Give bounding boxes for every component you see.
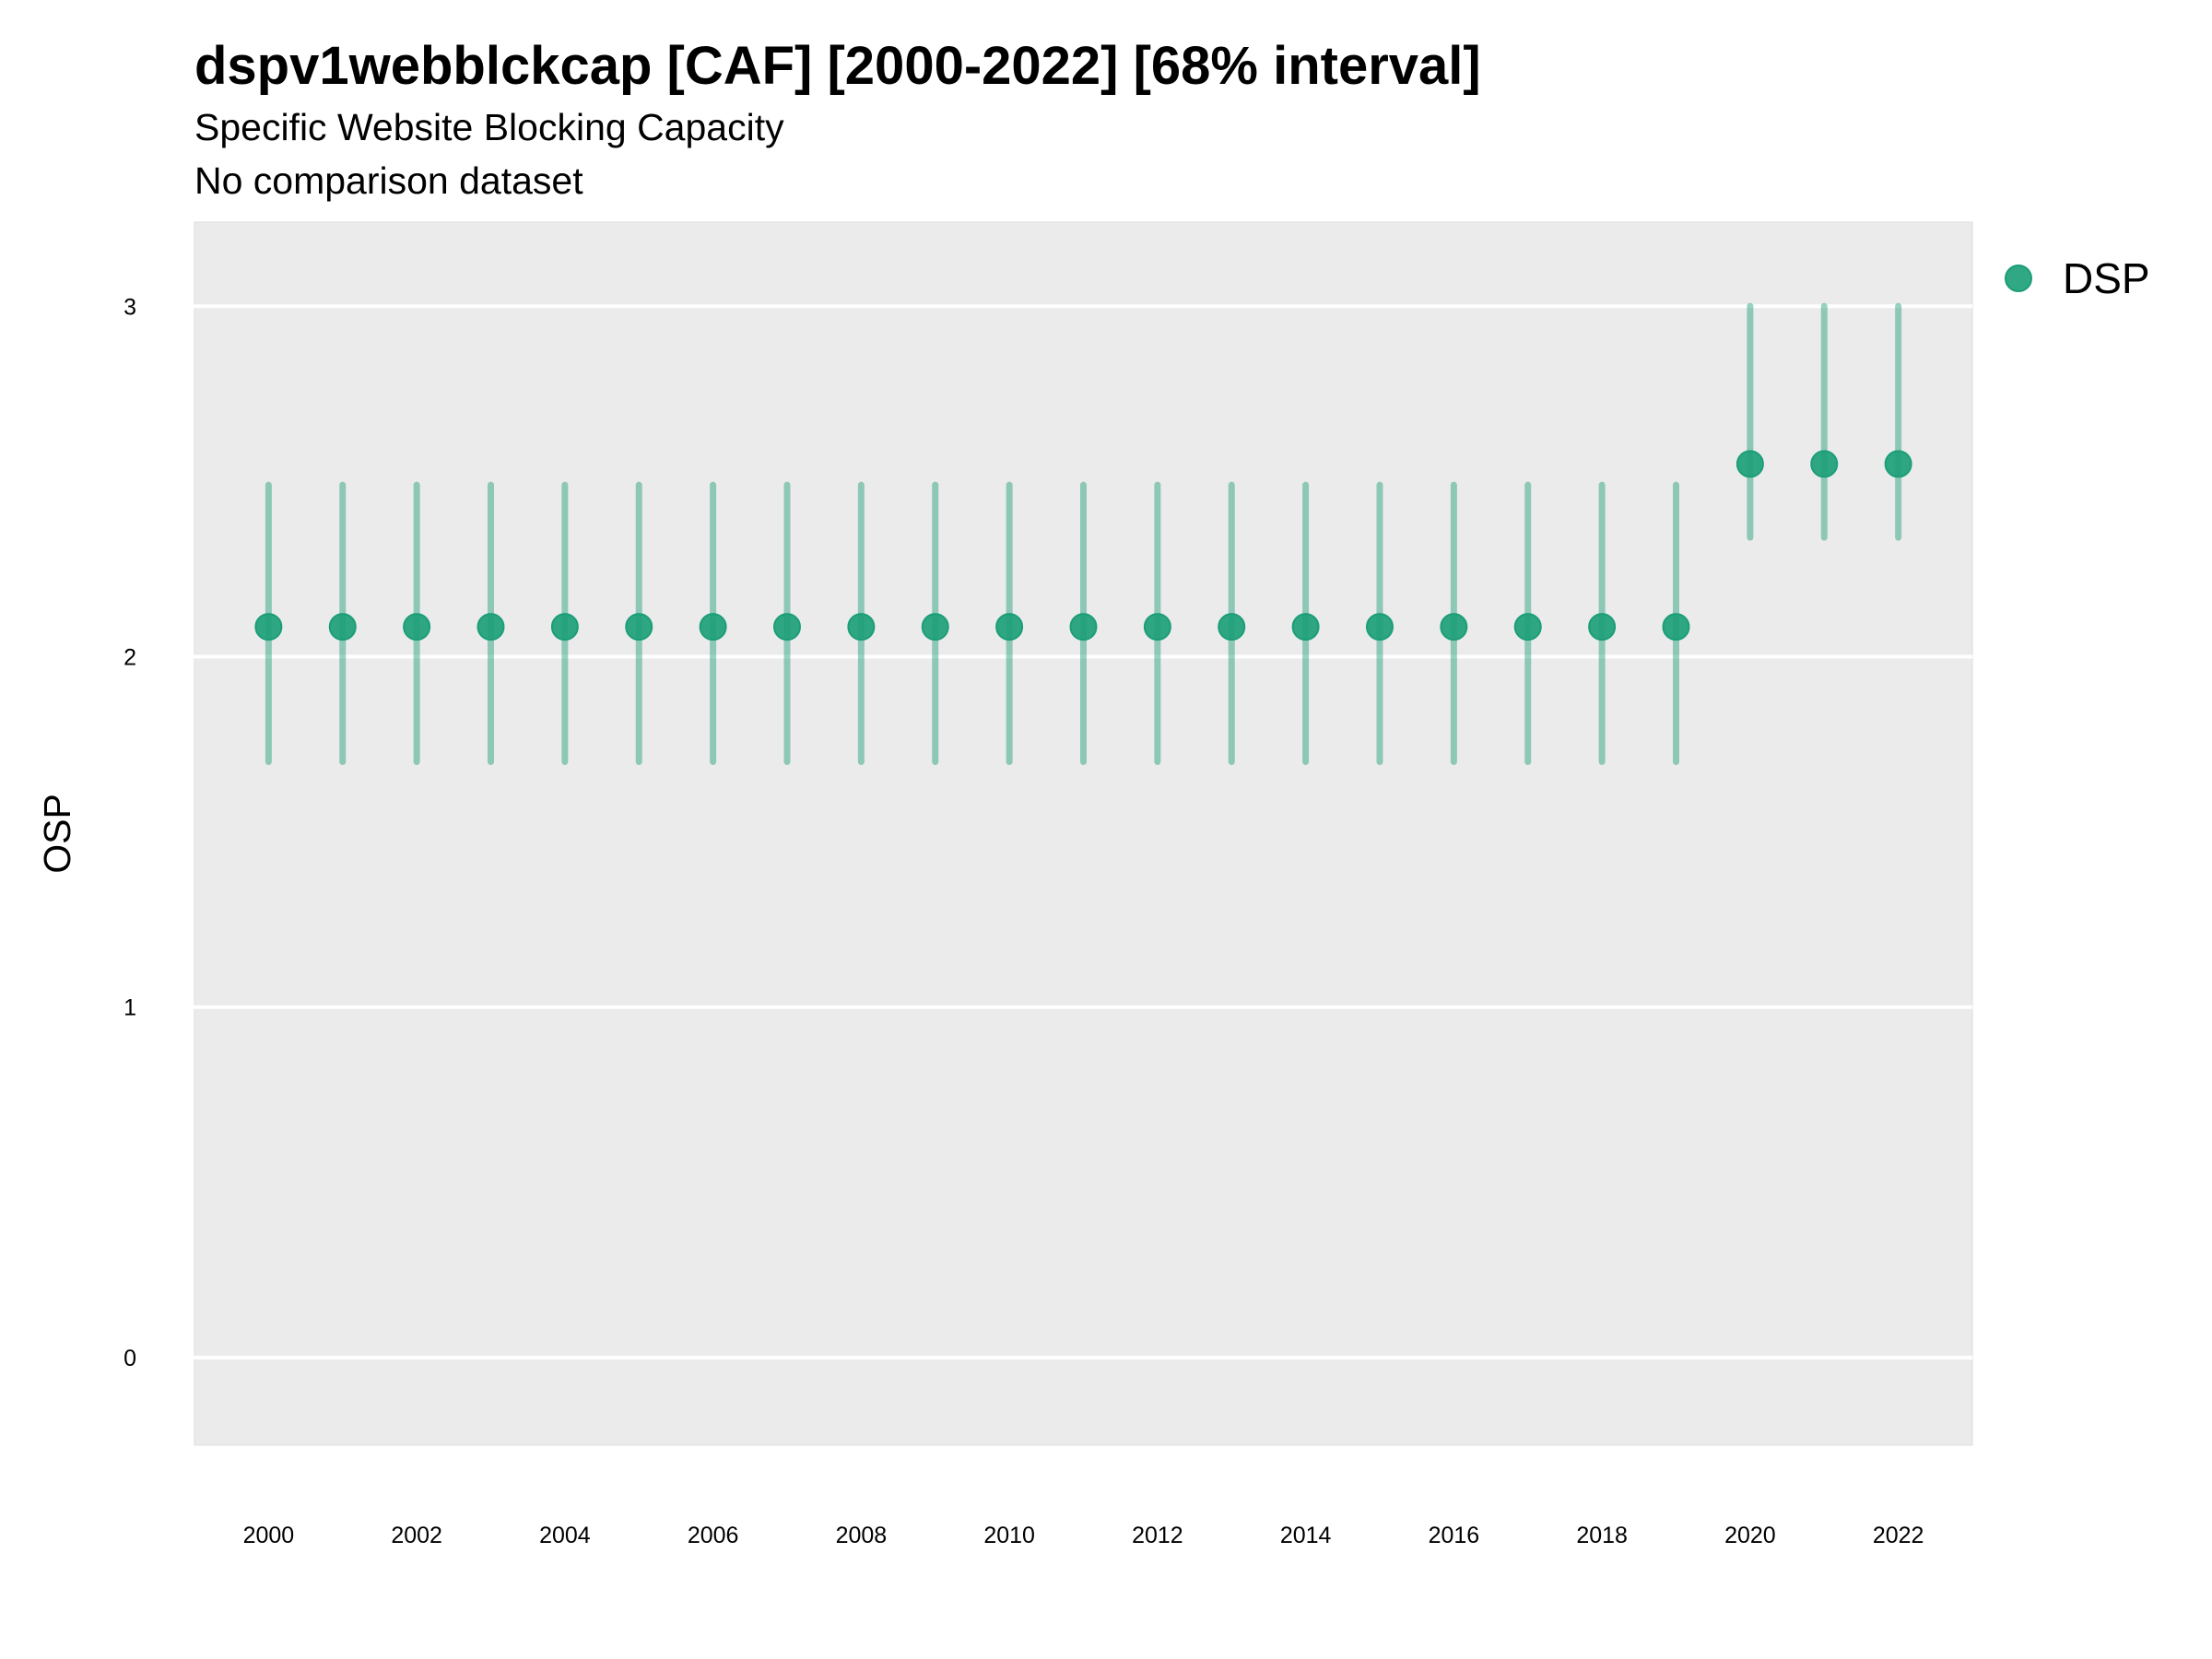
- y-tick-label: 0: [124, 1346, 136, 1371]
- y-tick-label: 2: [124, 644, 136, 670]
- legend-marker: [2005, 265, 2032, 292]
- data-point: [1069, 613, 1098, 641]
- data-point: [1810, 450, 1839, 478]
- x-tick-label: 2012: [1132, 1523, 1183, 1548]
- x-tick-label: 2000: [243, 1523, 295, 1548]
- chart-title: dspv1webblckcap [CAF] [2000-2022] [68% i…: [194, 36, 1481, 96]
- data-point: [1440, 613, 1468, 641]
- x-tick-label: 2010: [983, 1523, 1035, 1548]
- data-point: [403, 613, 431, 641]
- data-point: [1218, 613, 1246, 641]
- y-tick-label: 3: [124, 294, 136, 320]
- x-tick-label: 2022: [1873, 1523, 1924, 1548]
- x-tick-label: 2006: [688, 1523, 739, 1548]
- x-tick-label: 2002: [391, 1523, 442, 1548]
- data-point: [1143, 613, 1171, 641]
- data-point: [1588, 613, 1617, 641]
- data-point: [1366, 613, 1394, 641]
- chart-subtitle: Specific Website Blocking Capacity: [194, 106, 784, 148]
- plot-panel: [194, 221, 1973, 1446]
- x-tick-label: 2016: [1429, 1523, 1480, 1548]
- chart-caption: No comparison dataset: [194, 159, 583, 202]
- x-tick-label: 2004: [539, 1523, 591, 1548]
- data-point: [477, 613, 505, 641]
- y-axis-label: OSP: [36, 794, 78, 874]
- data-point: [1662, 613, 1690, 641]
- data-point: [1735, 450, 1764, 478]
- x-tick-label: 2018: [1576, 1523, 1628, 1548]
- y-tick-label: 1: [124, 995, 136, 1021]
- data-point: [773, 613, 801, 641]
- data-point: [699, 613, 727, 641]
- data-point: [328, 613, 357, 641]
- data-point: [921, 613, 949, 641]
- legend-label: DSP: [2063, 254, 2150, 302]
- data-point: [625, 613, 653, 641]
- data-point: [1291, 613, 1320, 641]
- data-point: [550, 613, 579, 641]
- data-point: [847, 613, 876, 641]
- x-tick-label: 2014: [1280, 1523, 1332, 1548]
- x-tick-label: 2008: [836, 1523, 888, 1548]
- data-point: [254, 613, 283, 641]
- x-tick-label: 2020: [1724, 1523, 1776, 1548]
- data-point: [1884, 450, 1912, 478]
- data-point: [1513, 613, 1542, 641]
- data-point: [995, 613, 1024, 641]
